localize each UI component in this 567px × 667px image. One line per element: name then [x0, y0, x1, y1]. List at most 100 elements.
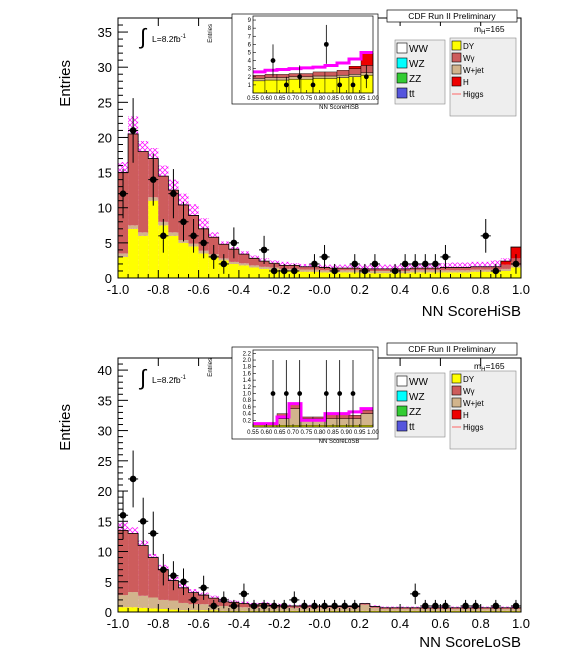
data-point [250, 602, 258, 610]
wgamma-bar [128, 133, 139, 226]
x-tick-label: 0.4 [391, 616, 409, 631]
wgamma-bar [238, 603, 249, 608]
inset-data-point [283, 82, 289, 88]
inset-wgamma-bar [348, 68, 362, 75]
data-point [391, 267, 399, 275]
wgamma-bar [248, 258, 260, 266]
legend-label: WW [409, 377, 428, 388]
x-tick-label: -0.8 [147, 616, 169, 631]
dy-bar [420, 272, 431, 278]
dy-bar [460, 272, 471, 278]
wgamma-bar [168, 580, 179, 601]
legend-swatch [451, 40, 462, 51]
data-point [210, 602, 218, 610]
bottom-legend: WW WZ ZZ tt DY Wγ W+jet H Higgs [394, 370, 517, 450]
wjet-bar [238, 263, 249, 266]
data-point [270, 602, 278, 610]
data-point [341, 602, 348, 610]
wgamma-bar [379, 607, 391, 609]
inset-wjet-bar [276, 418, 290, 426]
inset-y-tick-label: 7 [248, 34, 252, 40]
wgamma-bar [148, 557, 159, 598]
wjet-bar [450, 270, 461, 273]
wjet-bar [299, 269, 310, 272]
inset-x-tick-label: 0.90 [340, 430, 352, 436]
higgs-signal-bar [500, 261, 511, 265]
bottom-inset-y-label: Entries [208, 358, 214, 377]
inset-x-tick-label: 0.60 [260, 96, 272, 102]
data-point [200, 584, 207, 592]
inset-y-tick-label: 2.0 [243, 358, 252, 364]
wgamma-bar [460, 267, 471, 271]
inset-y-tick-label: 1.8 [243, 365, 252, 371]
wgamma-bar [379, 268, 391, 271]
data-point [462, 602, 469, 610]
dy-bar [379, 273, 391, 278]
inset-x-tick-label: 0.70 [287, 430, 299, 436]
legend-label: WZ [409, 59, 425, 70]
x-tick-label: 1.0 [512, 282, 530, 297]
dy-bar [480, 271, 491, 278]
x-tick-label: 0.6 [431, 616, 449, 631]
inset-y-tick-label: 4 [248, 59, 252, 65]
data-point [371, 260, 379, 268]
wjet-bar [450, 608, 461, 611]
wjet-bar [168, 600, 179, 610]
x-tick-label: -0.8 [147, 282, 169, 297]
data-point [472, 602, 479, 610]
inset-y-tick-label: 0.4 [243, 412, 252, 418]
data-point [512, 260, 520, 268]
wgamma-bar [470, 266, 481, 270]
data-point [260, 602, 268, 610]
inset-dy-bar [324, 78, 338, 94]
legend-swatch [396, 57, 408, 69]
x-tick-label: 0.8 [472, 282, 490, 297]
data-point [139, 517, 147, 525]
inset-wjet-bar [276, 77, 290, 81]
inset-y-tick-label: 0.6 [243, 405, 252, 411]
data-point [351, 602, 359, 610]
inset-x-tick-label: 0.60 [260, 430, 272, 436]
top-panel: -1.0 -0.8 -0.6 -0.4 -0.2 -0.0 0.2 0.4 0.6 0.8 1.0 … [57, 9, 530, 320]
inset-wjet-bar [252, 78, 266, 82]
bottom-inset-plot-frame [252, 349, 374, 428]
legend-label: W+jet [463, 66, 484, 75]
bottom-lumi-label: L=8.2fb-1 [152, 375, 187, 385]
wjet-bar [259, 266, 270, 269]
bottom-inset-x-label: NN ScoreLoSB [319, 439, 360, 445]
inset-wjet-bar [336, 74, 350, 78]
wgamma-bar [138, 151, 149, 233]
dy-bar [369, 273, 380, 278]
wjet-bar [148, 597, 159, 609]
dy-bar [470, 271, 481, 278]
inset-wgamma-bar [360, 410, 374, 414]
inset-wjet-bar [264, 77, 278, 81]
x-tick-label: 0.8 [472, 616, 490, 631]
data-point [421, 602, 429, 610]
x-tick-label: -0.6 [187, 616, 209, 631]
dy-bar [198, 610, 209, 612]
data-point [220, 260, 228, 268]
legend-swatch [396, 420, 408, 432]
wjet-bar [500, 608, 511, 611]
inset-x-tick-label: 0.95 [354, 96, 366, 102]
inset-y-tick-label: 8 [248, 26, 252, 32]
data-point [270, 267, 278, 275]
dy-bar [238, 265, 249, 278]
data-point [321, 253, 328, 261]
legend-label: WZ [409, 392, 425, 403]
y-tick-label: 30 [98, 424, 112, 439]
y-tick-label: 0 [105, 605, 112, 620]
inset-x-tick-label: 0.65 [274, 96, 286, 102]
dy-bar [339, 272, 350, 278]
wgamma-bar [238, 254, 249, 264]
dy-bar [168, 609, 179, 612]
wjet-bar [248, 265, 260, 268]
top-lumi-label: L=8.2fb-1 [152, 34, 187, 44]
wjet-bar [158, 599, 169, 609]
inset-y-tick-label: 0.2 [243, 418, 252, 424]
data-point [401, 260, 409, 268]
dy-bar [138, 607, 149, 612]
data-point [230, 239, 238, 247]
x-tick-label: -0.0 [308, 616, 330, 631]
